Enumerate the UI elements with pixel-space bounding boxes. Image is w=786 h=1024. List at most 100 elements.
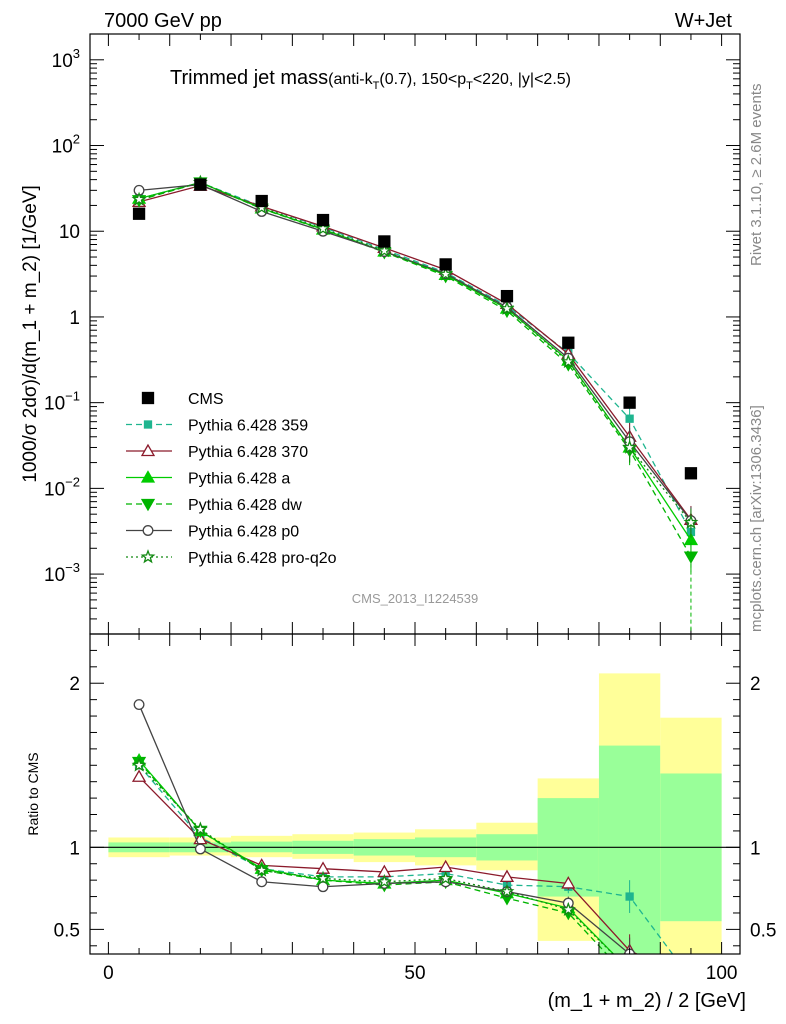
ratio-point — [499, 883, 515, 899]
plot-title: Trimmed jet mass(anti-kT(0.7), 150<pT<22… — [170, 67, 571, 92]
main-ytick-label-base: 10 — [44, 565, 65, 586]
ratio-point — [376, 873, 392, 889]
main-ytick-label-exp: 2 — [73, 132, 80, 147]
main-ytick-label-base: 10 — [52, 51, 73, 72]
main-series — [131, 174, 699, 634]
main-ytick-label: 10−1 — [44, 389, 80, 415]
ratio-ytick-label: 2 — [69, 674, 80, 695]
ratio-series-line — [138, 704, 632, 954]
ratio-ylabel: Ratio to CMS — [25, 752, 41, 835]
series-line — [138, 181, 692, 557]
ratio-series-5 — [131, 757, 614, 954]
main-ytick-label-base: 10 — [44, 394, 65, 415]
series-point — [499, 300, 515, 315]
ratio-ytick-label-right: 0.5 — [750, 920, 776, 941]
main-ytick-label: 103 — [52, 46, 80, 72]
ratio-point — [625, 892, 634, 901]
main-ytick-label-base: 10 — [52, 137, 73, 158]
legend-entry-2: Pythia 6.428 a — [126, 470, 290, 488]
ratio-series-line — [138, 776, 639, 954]
main-ylabel: 1000/σ 2dσ)/d(m_1 + m_2) [1/GeV] — [20, 185, 41, 483]
legend-entry-4: Pythia 6.428 p0 — [126, 524, 299, 541]
ratio-point — [499, 869, 515, 883]
ratio-ytick-label: 0.5 — [54, 920, 80, 941]
legend-label: Pythia 6.428 370 — [188, 444, 308, 461]
ratio-series-line — [138, 764, 674, 954]
title-end: <220, |y|<2.5) — [473, 71, 571, 88]
data-point — [378, 235, 391, 248]
data-point — [132, 207, 146, 220]
ratio-point — [438, 870, 454, 885]
legend: CMS Pythia 6.428 359 Pythia 6.428 370 Pythi… — [126, 391, 337, 567]
series-point — [560, 353, 576, 369]
data-point — [255, 194, 268, 208]
ratio-point — [254, 862, 270, 877]
ratio-point — [256, 876, 268, 888]
x-tick-label: 0 — [103, 963, 114, 984]
main-ytick-label: 1 — [69, 308, 80, 329]
ratio-ytick-label-right: 1 — [750, 838, 761, 859]
title-sub-t2: T — [466, 80, 473, 92]
legend-entry-0: Pythia 6.428 359 — [126, 418, 308, 435]
ratio-ticks: 0.5 0.5 1 1 2 2 0 50 100 — [54, 634, 776, 984]
series-point — [438, 266, 454, 281]
main-ytick-label-exp: 3 — [73, 46, 80, 61]
main-frame — [89, 33, 741, 635]
ratio-point — [131, 757, 147, 772]
data-point — [623, 396, 636, 409]
legend-label: Pythia 6.428 p0 — [188, 524, 299, 541]
analysis-id-label: CMS_2013_I1224539 — [352, 591, 479, 606]
legend-entry-data: CMS — [141, 391, 224, 408]
series-line — [138, 181, 692, 523]
title-main: Trimmed jet mass — [170, 67, 328, 89]
rivet-version-label: Rivet 3.1.10, ≥ 2.6M events — [748, 84, 765, 267]
legend-entry-1: Pythia 6.428 370 — [126, 443, 308, 461]
energy-label: 7000 GeV pp — [104, 10, 222, 32]
x-axis-label: (m_1 + m_2) / 2 [GeV] — [548, 990, 746, 1012]
legend-marker — [141, 391, 155, 405]
main-ytick-label: 102 — [52, 132, 80, 158]
process-label: W+Jet — [675, 10, 733, 32]
x-tick-label: 100 — [706, 963, 738, 984]
ratio-content — [90, 673, 740, 954]
data-point — [684, 467, 698, 480]
ratio-point — [192, 821, 208, 836]
series-point — [376, 243, 392, 258]
ratio-point — [560, 901, 576, 917]
data-point — [316, 213, 330, 227]
data-point — [562, 336, 575, 349]
mcplots-label: mcplots.cern.ch [arXiv:1306.3436] — [748, 405, 765, 632]
legend-label: CMS — [188, 391, 224, 408]
data-point — [439, 258, 452, 271]
series-point — [622, 439, 638, 454]
series-point — [131, 191, 147, 206]
main-ytick-label-exp: −3 — [65, 560, 80, 575]
series-line — [138, 181, 692, 533]
legend-marker — [140, 549, 156, 564]
x-tick-label: 50 — [404, 963, 425, 984]
series-point — [683, 514, 699, 529]
legend-marker — [140, 498, 156, 512]
series-point — [625, 414, 634, 423]
legend-label: Pythia 6.428 359 — [188, 418, 308, 435]
legend-marker — [142, 525, 154, 536]
ratio-ytick-label-right: 2 — [750, 674, 761, 695]
ratio-series-line — [138, 764, 614, 954]
legend-label: Pythia 6.428 a — [188, 471, 290, 488]
legend-entry-3: Pythia 6.428 dw — [126, 497, 302, 514]
main-ytick-label-exp: −1 — [65, 389, 80, 404]
ratio-point — [131, 769, 147, 782]
legend-marker — [140, 470, 156, 483]
data-points — [132, 178, 698, 480]
ratio-point — [194, 843, 206, 855]
legend-entry-5: Pythia 6.428 pro-q2o — [126, 549, 337, 567]
title-sub-t1: T — [373, 80, 380, 92]
series-0 — [134, 178, 696, 548]
legend-marker — [143, 420, 153, 429]
main-ytick-label: 10−2 — [44, 474, 80, 500]
main-ytick-label: 10 — [59, 222, 80, 243]
data-point — [194, 178, 207, 191]
main-ytick-label: 10−3 — [44, 560, 80, 586]
legend-marker — [140, 443, 156, 457]
